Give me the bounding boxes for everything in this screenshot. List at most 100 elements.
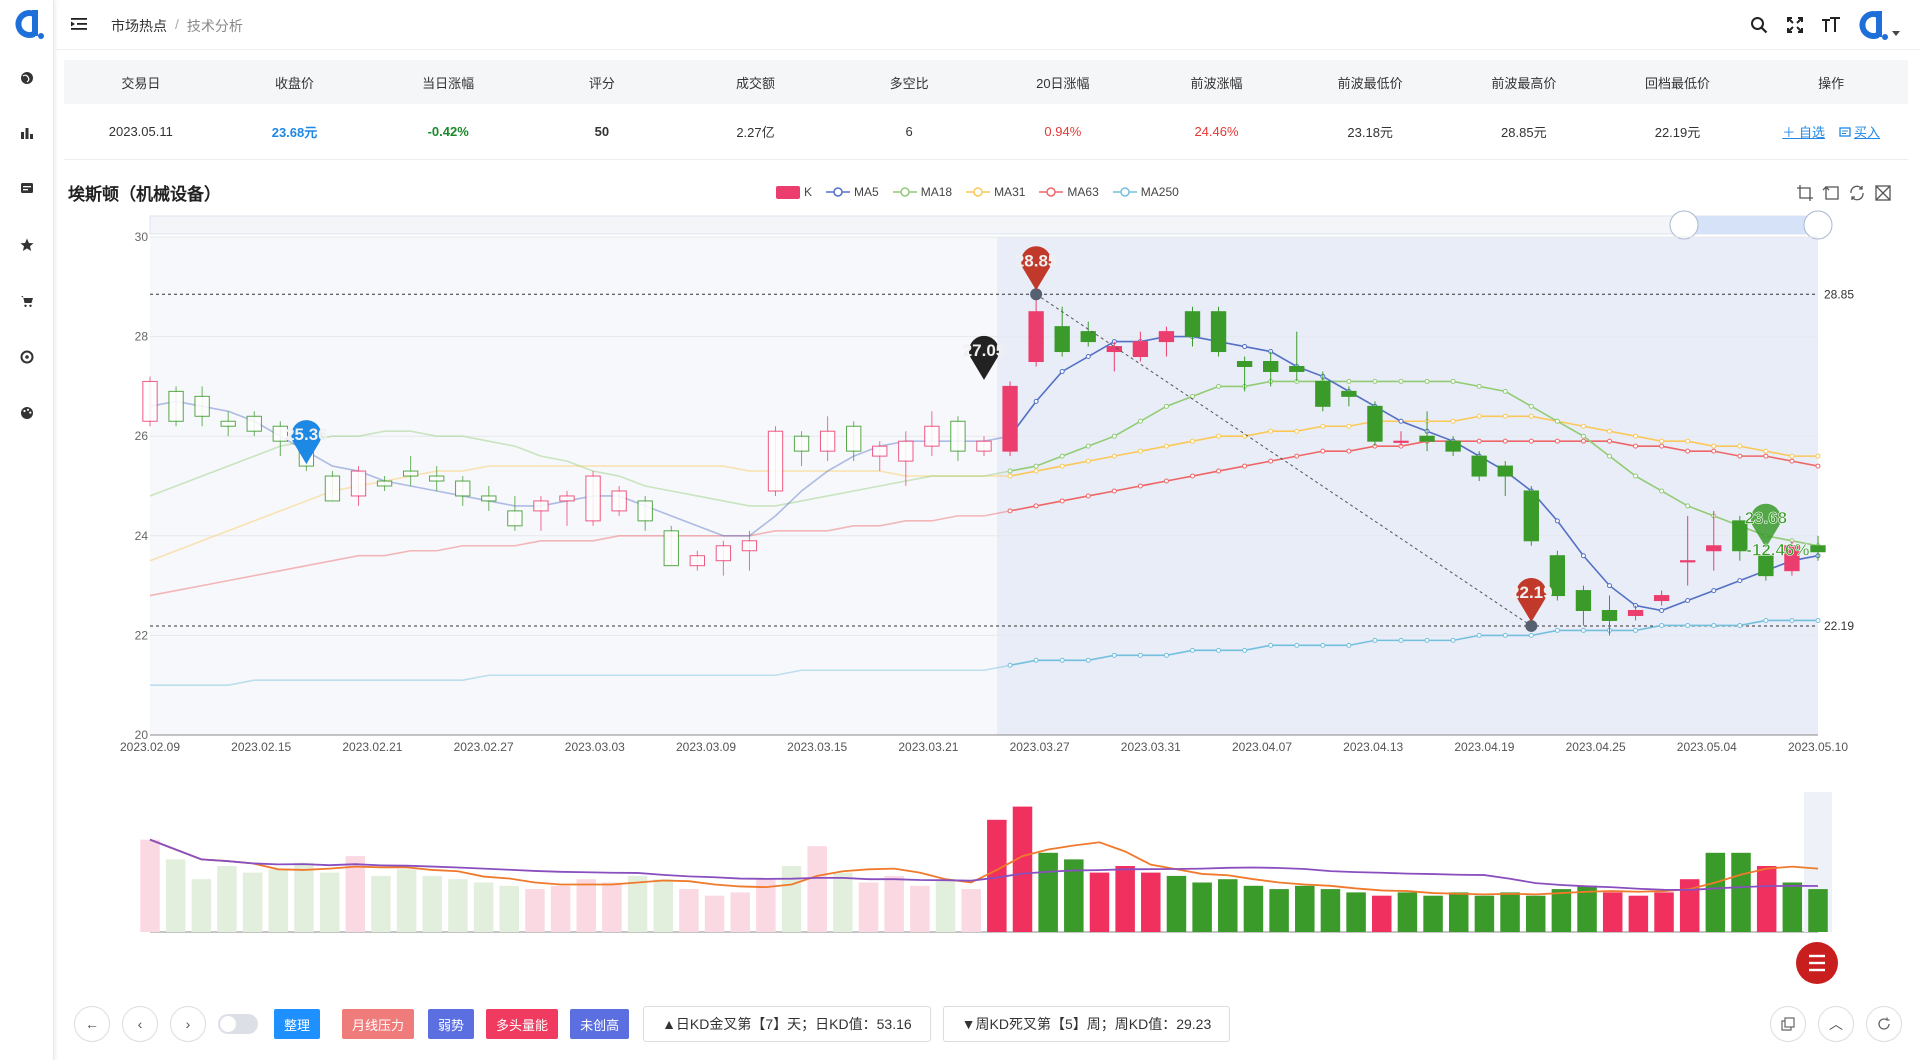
tag-monthly-pressure[interactable]: 月线压力 (342, 1009, 415, 1039)
volume-bar (602, 882, 622, 932)
legend-line-icon (1039, 187, 1064, 197)
pin-label: 25.36 (285, 425, 328, 444)
menu-fold-icon[interactable] (69, 14, 89, 34)
legend-item-ma18[interactable]: MA18 (892, 185, 952, 199)
fullscreen-icon[interactable] (1784, 14, 1806, 36)
x-tick-label: 2023.05.04 (1677, 740, 1737, 754)
volume-bar (576, 879, 596, 932)
legend-item-ma5[interactable]: MA5 (826, 185, 879, 199)
volume-bar (1166, 875, 1187, 932)
cart-icon[interactable] (17, 291, 37, 311)
x-tick-label: 2023.05.10 (1788, 740, 1848, 754)
save-image-icon[interactable] (1874, 184, 1892, 202)
volume-bar (1756, 866, 1777, 932)
legend-label: MA31 (994, 185, 1026, 199)
ma250-point (1111, 652, 1117, 658)
bar-chart-icon[interactable] (17, 123, 37, 143)
back-button[interactable]: ← (74, 1006, 110, 1042)
hamburger-icon (1809, 961, 1825, 965)
next-button[interactable]: › (170, 1006, 206, 1042)
breadcrumb-item-market[interactable]: 市场热点 (111, 18, 167, 34)
stock-title: 埃斯顿（机械设备） (68, 185, 221, 204)
font-size-icon[interactable] (1820, 14, 1842, 36)
volume-bar (1295, 885, 1315, 932)
add-watchlist-link[interactable]: ＋ 自选 (1782, 125, 1825, 140)
floating-menu-button[interactable] (1796, 942, 1838, 984)
zoom-reset-icon[interactable] (1822, 184, 1840, 202)
day-change: -0.42% (427, 124, 469, 139)
y-tick-label: 28 (135, 330, 149, 344)
tag-weak[interactable]: 弱势 (428, 1009, 475, 1039)
legend-label: MA63 (1067, 185, 1099, 199)
volume-bar (858, 882, 879, 932)
legend-item-ma31[interactable]: MA31 (966, 185, 1025, 199)
ma250-point (1711, 622, 1717, 628)
kline-chart[interactable]: 20 22 24 26 28 30 2023.02.09 2023.02.15 2023.02.… (0, 0, 1920, 1000)
refresh-button[interactable] (1866, 1006, 1902, 1042)
toggle-switch[interactable] (218, 1014, 258, 1034)
prev-button[interactable]: ‹ (122, 1006, 158, 1042)
ma18-point (1633, 473, 1639, 479)
volume-bar (884, 875, 904, 932)
palette-icon[interactable] (17, 403, 37, 423)
caret-down-icon[interactable] (1892, 29, 1900, 37)
volume-bar (473, 882, 494, 932)
app-logo[interactable] (12, 8, 44, 40)
legend-item-ma250[interactable]: MA250 (1112, 185, 1179, 199)
tag-consolidation[interactable]: 整理 (274, 1009, 321, 1039)
ma18-point (1007, 468, 1013, 474)
volume-bar (499, 885, 520, 932)
candle-body (1680, 560, 1696, 563)
copy-icon (1781, 1017, 1795, 1031)
ma250-point (1294, 642, 1300, 648)
ma63-point (1607, 438, 1612, 444)
tag-bull-volume[interactable]: 多头量能 (486, 1009, 559, 1039)
ma18-point (1137, 418, 1143, 424)
ma63-point (1737, 453, 1743, 459)
candle-body (1523, 490, 1539, 542)
buy-link[interactable]: 买入 (1853, 125, 1880, 140)
ma5-point (1242, 344, 1248, 350)
ma250-point (1633, 627, 1639, 633)
legend-swatch (776, 185, 800, 199)
star-icon[interactable] (17, 235, 37, 255)
user-avatar-logo[interactable] (1856, 9, 1888, 41)
ma63-point (1137, 483, 1143, 489)
candle-body (1810, 545, 1826, 553)
scroll-top-button[interactable]: ︿ (1818, 1006, 1854, 1042)
zoom-select-icon[interactable] (1796, 184, 1814, 202)
wallet-icon[interactable] (17, 178, 37, 198)
ma31-point (1059, 463, 1065, 469)
legend-item-k[interactable]: K (776, 185, 812, 199)
restore-icon[interactable] (1848, 184, 1866, 202)
candle-body (1184, 311, 1201, 338)
globe-icon[interactable] (17, 68, 37, 88)
ma250-point (1763, 617, 1769, 623)
target-icon[interactable] (17, 347, 37, 367)
volume-bar (1525, 895, 1546, 932)
candle-body (1732, 520, 1748, 552)
volume-bar (1474, 895, 1495, 932)
legend-item-ma63[interactable]: MA63 (1039, 185, 1099, 199)
y-tick-label: 20 (135, 728, 149, 742)
bottom-toolbar: ← ‹ › 整理 月线压力 弱势 多头量能 未创高 ▲日KD金叉第【7】天；日K… (74, 1006, 1231, 1042)
candle-body (1106, 346, 1122, 353)
candle-body (481, 495, 497, 502)
candle-body (559, 495, 575, 502)
ma63-point (1190, 473, 1195, 479)
chevron-left-icon: ‹ (137, 1016, 143, 1032)
ma63-point (1633, 443, 1639, 449)
col-header: 当日涨幅 (422, 75, 475, 91)
volume-bar (1320, 889, 1341, 932)
volume-bar (1731, 852, 1751, 932)
copy-button[interactable] (1770, 1006, 1806, 1042)
ma31-line (1009, 415, 1818, 477)
pin-shape (1021, 246, 1052, 291)
ma63-point (1242, 463, 1248, 469)
candle-body (429, 475, 445, 482)
candle-body (220, 420, 236, 427)
tag-no-new-high[interactable]: 未创高 (570, 1009, 630, 1039)
candle-body (1315, 380, 1331, 407)
search-icon[interactable] (1748, 14, 1770, 36)
candle-body (976, 440, 992, 452)
